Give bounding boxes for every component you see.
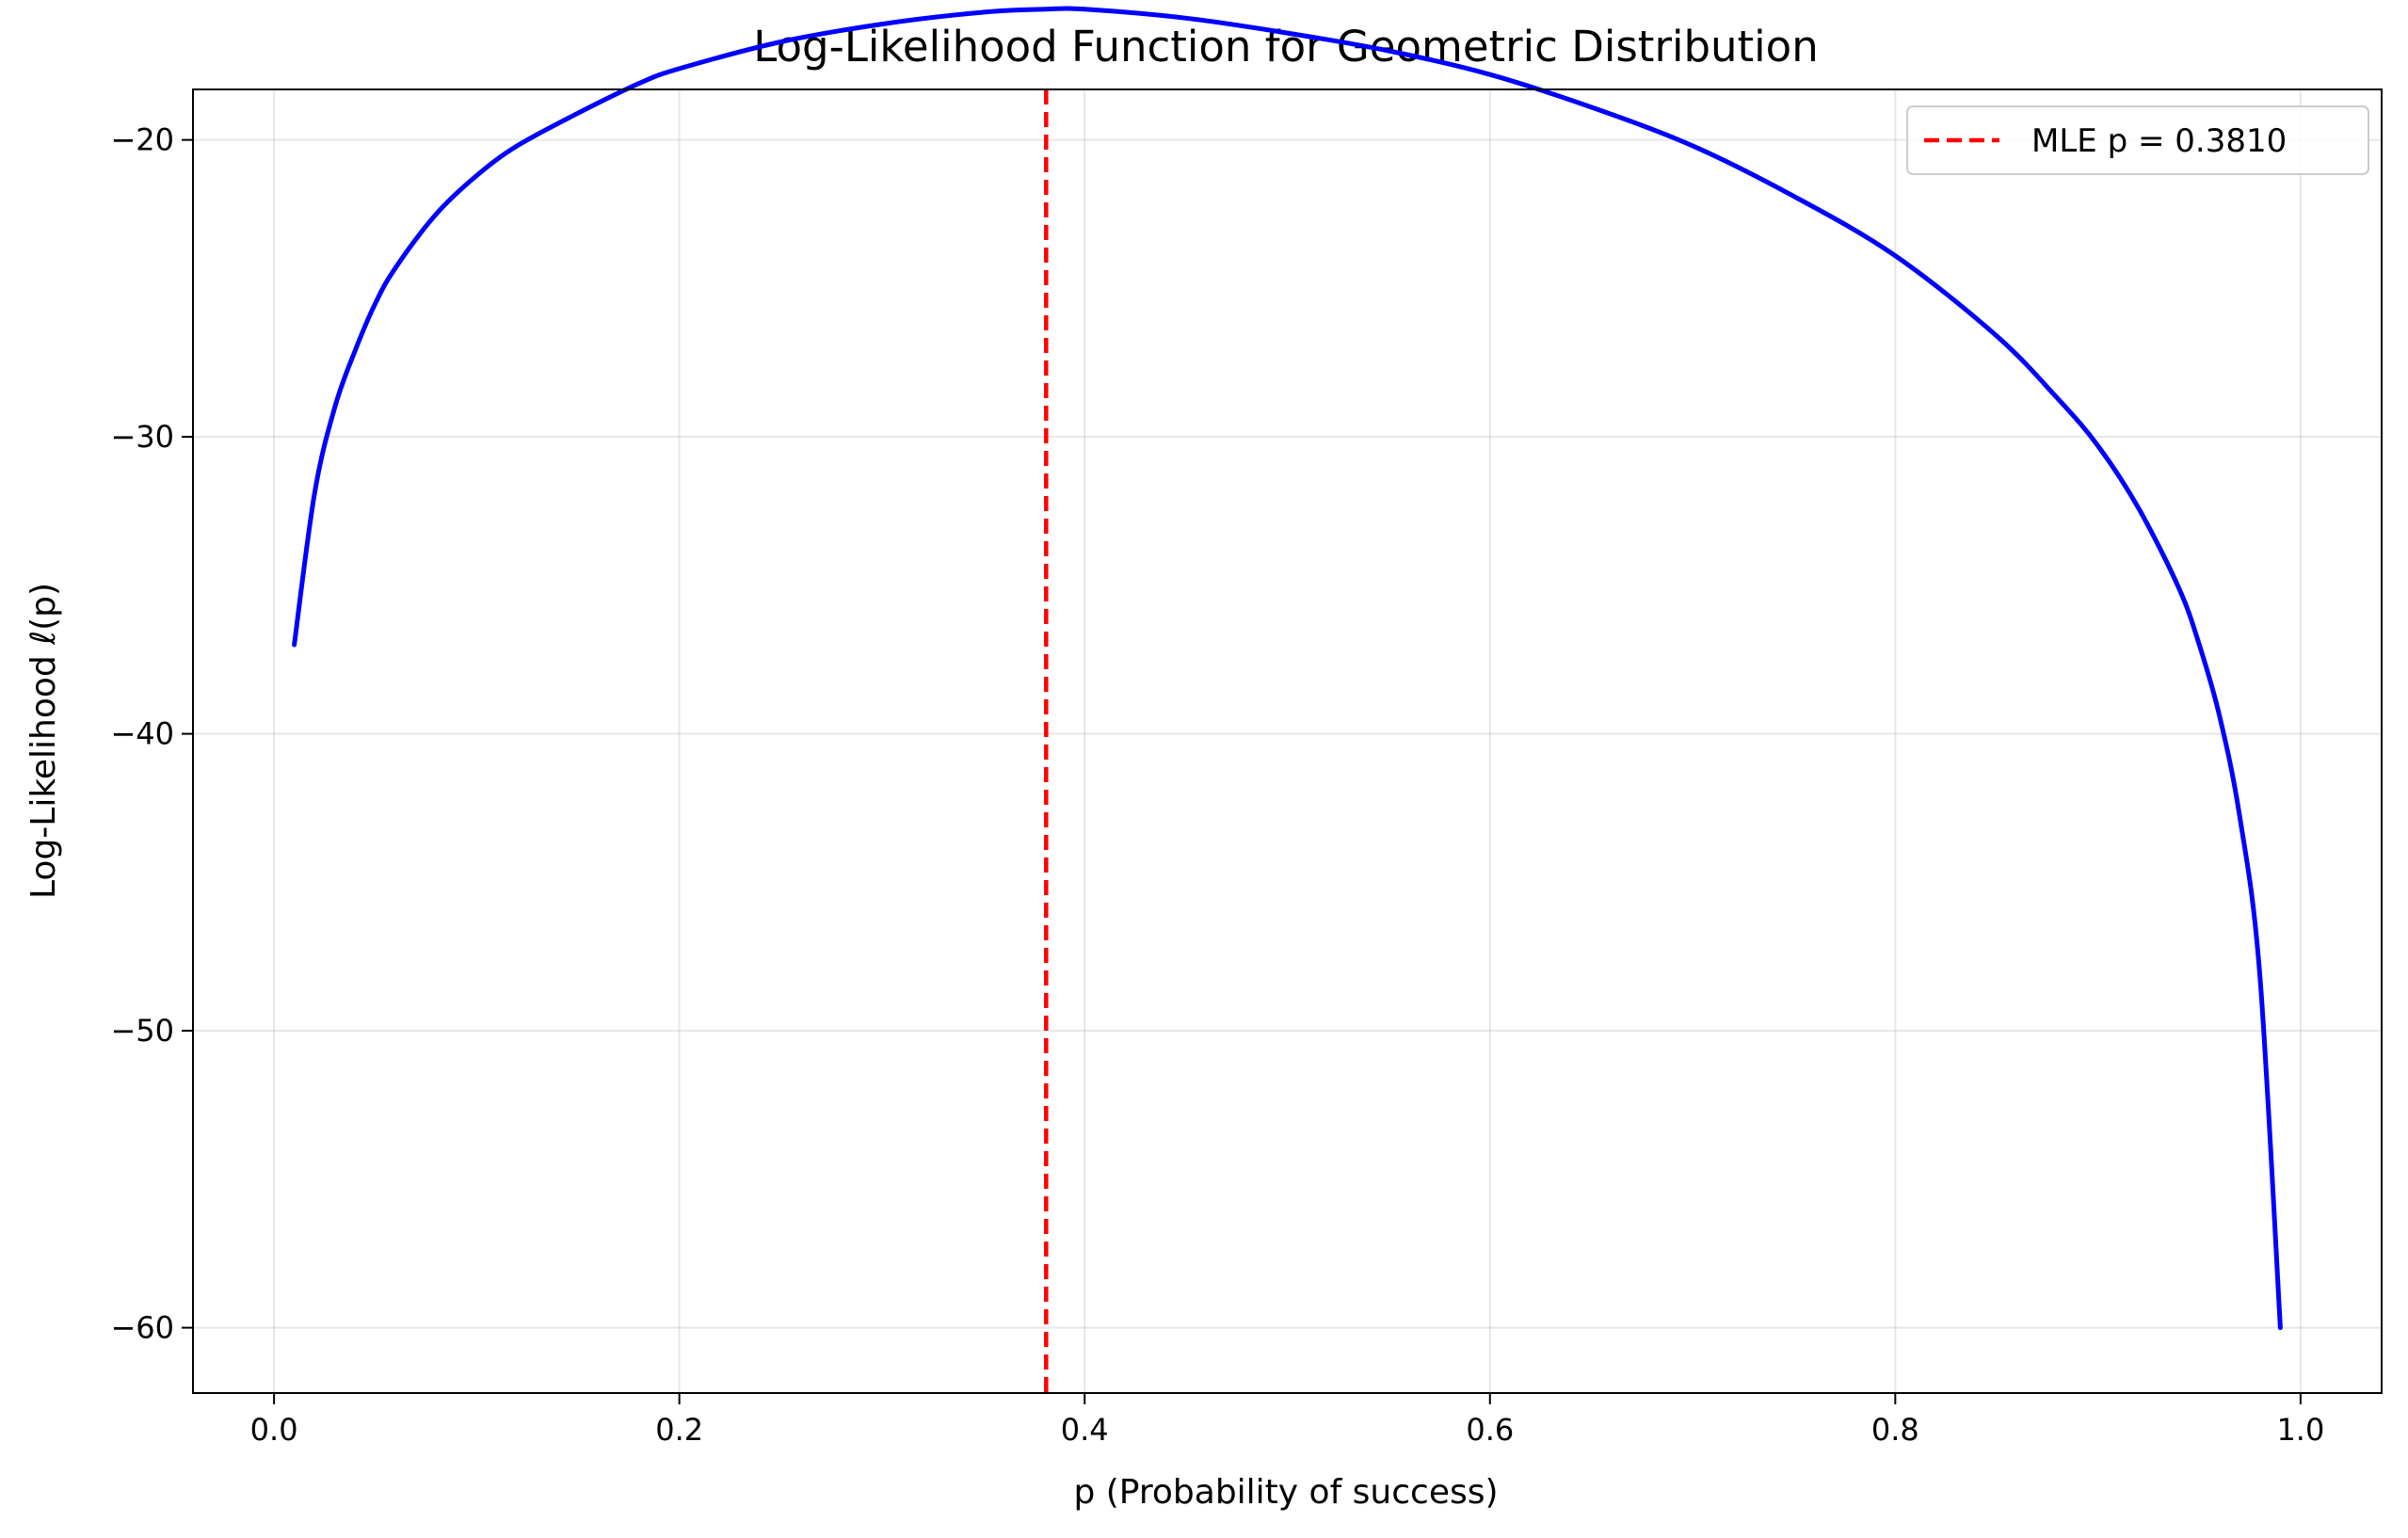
y-tick-label: −20 <box>110 122 174 158</box>
y-tick-label: −50 <box>110 1013 174 1049</box>
x-tick-label: 0.4 <box>1061 1412 1109 1448</box>
x-tick-label: 0.0 <box>250 1412 298 1448</box>
legend-box <box>1906 105 2369 175</box>
legend: MLE p = 0.3810 <box>1906 105 2369 175</box>
x-axis-label: p (Probability of success) <box>1073 1473 1498 1512</box>
chart-title: Log-Likelihood Function for Geometric Di… <box>753 22 1819 72</box>
y-tick-label: −30 <box>110 419 174 455</box>
x-axis-ticks: 0.0 0.2 0.4 0.6 0.8 1.0 <box>250 1393 2324 1448</box>
x-tick-label: 0.8 <box>1871 1412 1919 1448</box>
legend-label-mle: MLE p = 0.3810 <box>2031 122 2287 160</box>
y-axis-ticks: −20 −30 −40 −50 −60 <box>110 122 193 1346</box>
log-likelihood-curve <box>292 6 2283 1331</box>
x-tick-label: 0.2 <box>655 1412 703 1448</box>
grid <box>193 89 2382 1393</box>
plot-frame <box>192 88 2383 1394</box>
y-axis-label: Log-Likelihood ℓ(p) <box>24 583 63 899</box>
y-tick-label: −60 <box>110 1310 174 1346</box>
x-tick-label: 1.0 <box>2276 1412 2324 1448</box>
x-tick-label: 0.6 <box>1466 1412 1514 1448</box>
y-tick-label: −40 <box>110 716 174 752</box>
